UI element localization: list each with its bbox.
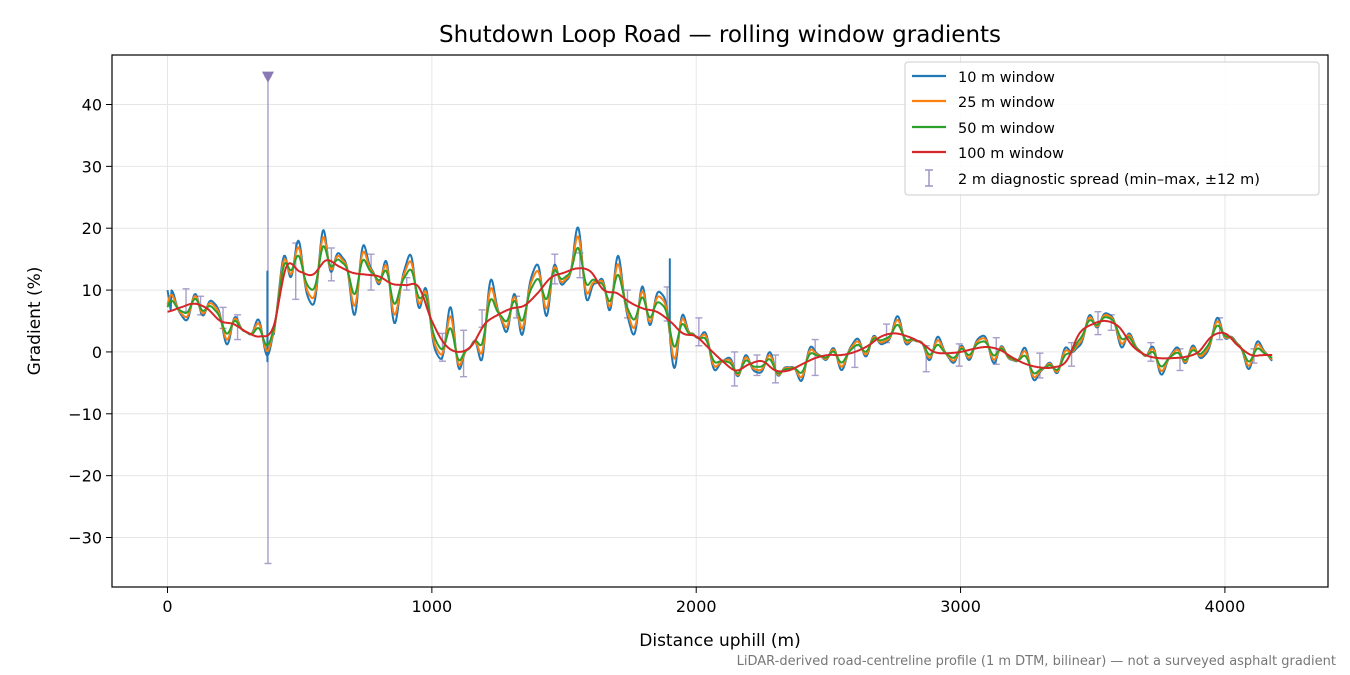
series-line-100m bbox=[167, 259, 1273, 373]
x-axis-label: Distance uphill (m) bbox=[639, 631, 800, 651]
spread-bar bbox=[695, 317, 703, 347]
chart-title: Shutdown Loop Road — rolling window grad… bbox=[439, 22, 1001, 48]
legend-label-10m: 10 m window bbox=[958, 70, 1055, 86]
y-tick-label: 40 bbox=[82, 95, 102, 114]
y-tick-label: 20 bbox=[82, 219, 102, 238]
spread-bar bbox=[551, 253, 559, 285]
spread-bar bbox=[182, 288, 190, 313]
legend-label-25m: 25 m window bbox=[958, 95, 1055, 111]
legend-box bbox=[904, 61, 1320, 196]
plot-frame bbox=[111, 54, 1329, 588]
footnote: LiDAR-derived road-centreline profile (1… bbox=[737, 654, 1336, 669]
outlier-marker bbox=[261, 71, 274, 83]
series-lines bbox=[166, 226, 1273, 382]
y-tick-label: −10 bbox=[68, 405, 102, 424]
legend-label-100m: 100 m window bbox=[958, 146, 1064, 162]
spread-bar bbox=[327, 247, 335, 282]
x-ticks: 0 1000 2000 3000 4000 bbox=[162, 587, 1245, 616]
y-tick-label: 0 bbox=[92, 343, 102, 362]
x-tick-label: 4000 bbox=[1205, 597, 1246, 616]
y-tick-label: −20 bbox=[68, 467, 102, 486]
legend: 10 m window 25 m window 50 m window 100 … bbox=[904, 61, 1320, 196]
y-tick-label: 10 bbox=[82, 281, 102, 300]
x-tick-label: 3000 bbox=[940, 597, 981, 616]
y-tick-label: 30 bbox=[82, 157, 102, 176]
legend-label-spread: 2 m diagnostic spread (min–max, ±12 m) bbox=[958, 172, 1260, 188]
x-tick-label: 0 bbox=[162, 597, 172, 616]
y-tick-label: −30 bbox=[68, 529, 102, 548]
series-line-25m bbox=[166, 235, 1273, 379]
y-ticks: −30 −20 −10 0 10 20 30 40 bbox=[68, 95, 112, 548]
x-tick-label: 2000 bbox=[676, 597, 717, 616]
legend-swatch-spread bbox=[925, 169, 933, 187]
y-axis-label: Gradient (%) bbox=[25, 267, 45, 376]
legend-label-50m: 50 m window bbox=[958, 121, 1055, 137]
x-tick-label: 1000 bbox=[412, 597, 453, 616]
series-line-50m bbox=[166, 245, 1273, 375]
